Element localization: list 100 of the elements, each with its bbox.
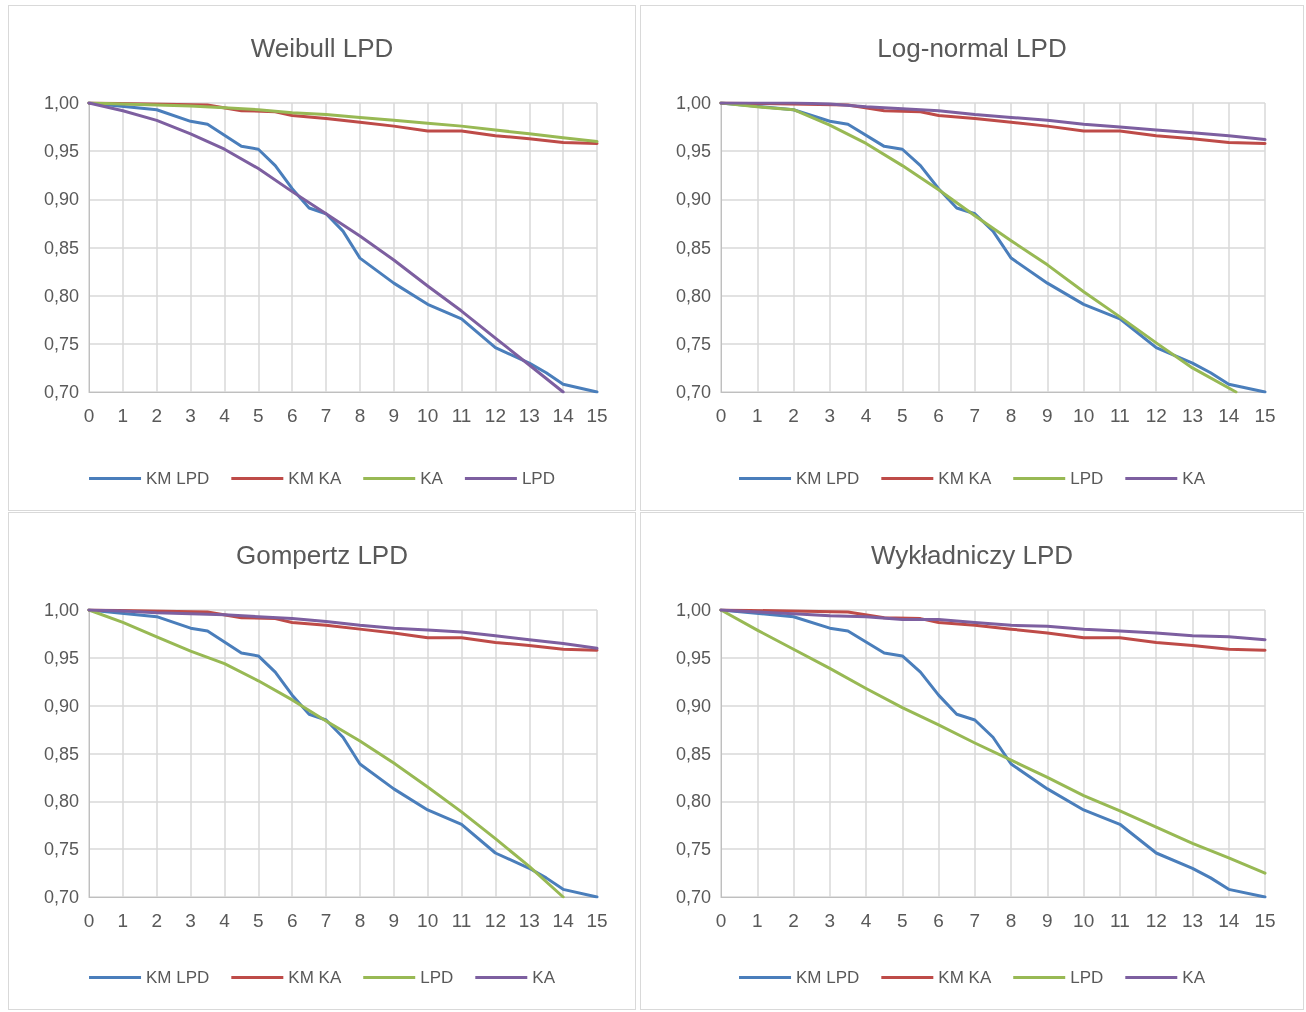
x-tick-label: 15 [586, 405, 608, 426]
x-tick-label: 9 [388, 405, 400, 426]
x-tick-label: 0 [715, 910, 727, 931]
legend-label: KM KA [938, 968, 992, 987]
y-tick-label: 0,80 [43, 791, 79, 812]
y-tick-label: 1,00 [43, 600, 79, 620]
legend-label: LPD [1070, 968, 1104, 987]
y-tick-label: 0,80 [675, 285, 711, 306]
legend-label: LPD [420, 968, 454, 987]
legend-label: KM LPD [146, 469, 210, 488]
y-tick-label: 0,95 [675, 647, 711, 668]
x-tick-label: 11 [451, 910, 472, 931]
legend-label: KM KA [938, 469, 992, 488]
x-tick-label: 6 [933, 910, 944, 931]
x-tick-label: 15 [586, 910, 608, 931]
y-tick-label: 0,70 [43, 887, 79, 907]
x-tick-label: 15 [1254, 910, 1276, 931]
x-tick-label: 1 [751, 405, 763, 426]
x-tick-label: 8 [354, 405, 366, 426]
x-tick-label: 1 [117, 910, 129, 931]
x-tick-label: 11 [451, 405, 472, 426]
y-tick-label: 0,95 [43, 647, 79, 668]
x-tick-label: 14 [1218, 910, 1240, 931]
x-tick-label: 13 [1181, 405, 1204, 426]
legend-label: KM KA [288, 469, 342, 488]
x-tick-label: 10 [417, 405, 439, 426]
x-tick-label: 6 [286, 405, 298, 426]
x-tick-label: 7 [969, 910, 981, 931]
x-tick-label: 10 [417, 910, 439, 931]
x-tick-label: 14 [552, 910, 575, 931]
y-tick-label: 0,90 [43, 695, 79, 716]
legend-label: KA [1182, 469, 1206, 488]
x-tick-label: 3 [824, 405, 836, 426]
x-tick-label: 10 [1073, 910, 1095, 931]
chart-title: Weibull LPD [250, 33, 394, 63]
legend-label: LPD [521, 469, 555, 488]
y-tick-label: 0,70 [675, 382, 711, 402]
x-tick-label: 11 [1110, 910, 1130, 931]
x-tick-label: 13 [518, 910, 540, 931]
x-tick-label: 4 [860, 405, 872, 426]
legend-label: KM LPD [796, 469, 860, 488]
y-tick-label: 0,90 [43, 189, 79, 210]
chart-title: Log-normal LPD [877, 33, 1067, 63]
x-tick-label: 8 [1005, 910, 1017, 931]
x-tick-label: 0 [83, 910, 95, 931]
legend-label: KA [532, 968, 556, 987]
y-tick-label: 0,75 [43, 333, 79, 354]
x-tick-label: 1 [117, 405, 129, 426]
x-tick-label: 9 [1042, 405, 1053, 426]
x-tick-label: 8 [1005, 405, 1017, 426]
y-tick-label: 0,95 [675, 141, 711, 162]
y-tick-label: 0,70 [43, 382, 79, 402]
x-tick-label: 4 [219, 910, 231, 931]
x-tick-label: 2 [151, 405, 163, 426]
x-tick-label: 12 [484, 405, 506, 426]
x-tick-label: 7 [320, 910, 332, 931]
x-tick-label: 5 [253, 910, 264, 931]
x-tick-label: 0 [83, 405, 95, 426]
x-tick-label: 15 [1254, 405, 1276, 426]
y-tick-label: 0,80 [43, 285, 79, 306]
x-tick-label: 3 [824, 910, 836, 931]
legend-label: KM KA [288, 968, 342, 987]
x-tick-label: 14 [1218, 405, 1240, 426]
x-tick-label: 5 [897, 910, 908, 931]
x-tick-label: 4 [860, 910, 872, 931]
x-tick-label: 2 [788, 910, 799, 931]
y-tick-label: 0,75 [675, 333, 711, 354]
y-tick-label: 0,80 [675, 791, 711, 812]
x-tick-label: 3 [185, 405, 196, 426]
legend-label: KM LPD [796, 968, 860, 987]
y-tick-label: 1,00 [675, 93, 711, 113]
x-tick-label: 8 [354, 910, 366, 931]
x-tick-label: 13 [518, 405, 540, 426]
y-tick-label: 0,90 [675, 695, 711, 716]
x-tick-label: 3 [185, 910, 196, 931]
legend-label: KM LPD [146, 968, 210, 987]
chart-title: Wykładniczy LPD [870, 540, 1074, 570]
x-tick-label: 12 [1145, 405, 1167, 426]
x-tick-label: 7 [320, 405, 332, 426]
x-tick-label: 10 [1073, 405, 1095, 426]
x-tick-label: 2 [788, 405, 799, 426]
y-tick-label: 0,85 [675, 743, 711, 764]
x-tick-label: 6 [933, 405, 944, 426]
y-tick-label: 0,85 [43, 743, 79, 764]
x-tick-label: 11 [1110, 405, 1130, 426]
x-tick-label: 12 [1145, 910, 1167, 931]
x-tick-label: 5 [253, 405, 264, 426]
y-tick-label: 0,95 [43, 141, 79, 162]
y-tick-label: 1,00 [675, 600, 711, 620]
y-tick-label: 0,85 [675, 237, 711, 258]
x-tick-label: 2 [151, 910, 163, 931]
y-tick-label: 0,90 [675, 189, 711, 210]
x-tick-label: 1 [751, 910, 763, 931]
x-tick-label: 0 [715, 405, 727, 426]
y-tick-label: 1,00 [43, 93, 79, 113]
x-tick-label: 4 [219, 405, 231, 426]
legend-label: LPD [1070, 469, 1104, 488]
x-tick-label: 14 [552, 405, 575, 426]
x-tick-label: 5 [897, 405, 908, 426]
legend-label: KA [420, 469, 444, 488]
